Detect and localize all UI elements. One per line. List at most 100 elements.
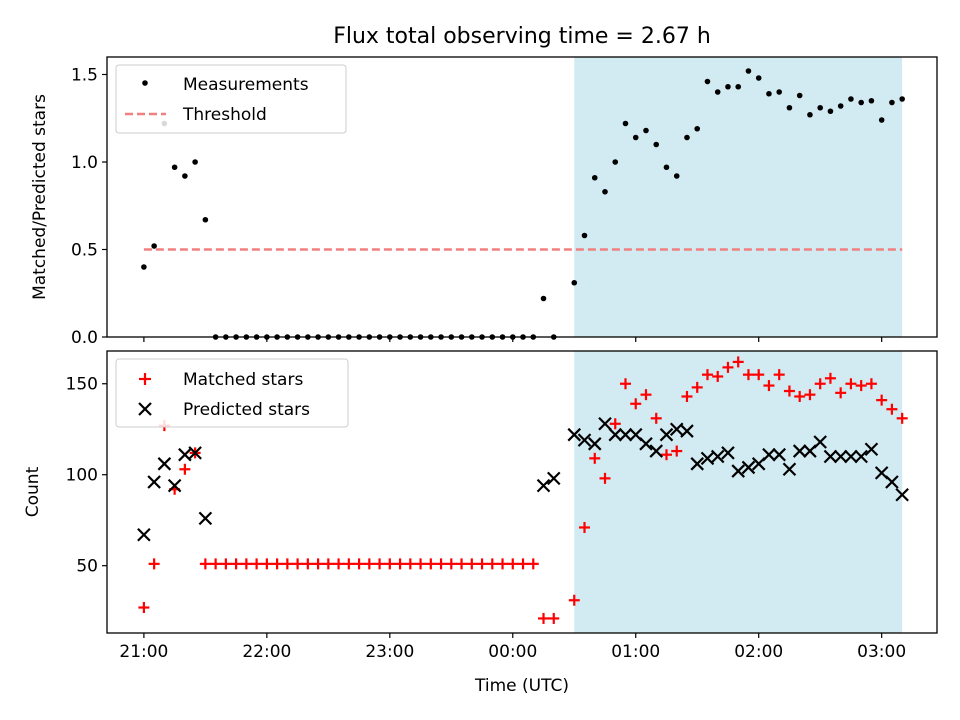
x-tick-label: 03:00 <box>857 642 906 662</box>
matched-stars-point <box>261 558 273 570</box>
predicted-stars-point <box>546 471 561 486</box>
matched-stars-point <box>435 558 447 570</box>
measurements-point <box>653 141 660 148</box>
measurements-point <box>704 78 711 85</box>
matched-stars-point <box>845 378 857 390</box>
matched-stars-point <box>722 361 734 373</box>
matched-stars-point <box>671 445 683 457</box>
observing-window <box>574 351 903 633</box>
predicted-stars-point <box>741 460 756 475</box>
matched-stars-point <box>281 558 293 570</box>
y-tick-label: 150 <box>66 375 98 395</box>
predicted-stars-point <box>167 478 182 493</box>
matched-stars-point <box>302 558 314 570</box>
matched-stars-point <box>660 449 672 461</box>
ratio-y-axis-label: Matched/Predicted stars <box>30 94 50 300</box>
measurements-point <box>745 68 752 74</box>
x-tick-label: 21:00 <box>119 642 168 662</box>
matched-stars-point <box>527 558 539 570</box>
count-x-ticks: 21:00 22:00 23:00 00:00 01:00 02:00 03:00 <box>119 633 906 662</box>
predicted-stars-point <box>157 457 172 471</box>
x-tick-label: 22:00 <box>242 642 291 662</box>
y-tick-label: 0.5 <box>71 241 98 261</box>
matched-stars-point <box>773 369 785 381</box>
matched-stars-point <box>876 394 888 406</box>
measurements-point <box>632 134 639 141</box>
measurements-point <box>796 92 803 99</box>
measurements-point <box>714 89 721 95</box>
count-y-axis-label: Count <box>23 466 43 517</box>
matched-stars-point <box>804 389 816 401</box>
measurements-point <box>889 99 895 106</box>
matched-stars-point <box>486 558 498 570</box>
matched-stars-point <box>363 558 375 570</box>
matched-stars-point <box>456 558 468 570</box>
y-tick-label: 100 <box>66 466 98 486</box>
predicted-stars-point <box>680 424 694 438</box>
predicted-stars-point <box>659 427 674 442</box>
matched-stars-point <box>404 558 416 570</box>
matched-stars-point <box>333 558 345 570</box>
ratio-legend: Measurements Threshold <box>115 64 347 134</box>
measurements-point <box>755 75 762 81</box>
legend-matched-marker <box>139 373 151 385</box>
y-tick-label: 1.5 <box>71 66 98 86</box>
measurements-point <box>817 104 823 111</box>
matched-stars-point <box>619 378 631 390</box>
matched-stars-point <box>589 452 601 464</box>
matched-stars-point <box>415 558 427 570</box>
measurements-point <box>182 173 188 179</box>
x-tick-label: 00:00 <box>488 642 537 662</box>
count-panel: 50 100 150 21:00 22:00 23:00 00:00 01:00 02:00 0… <box>23 350 938 696</box>
legend-predicted-marker <box>138 402 152 416</box>
measurements-point <box>141 264 147 270</box>
predicted-stars-point <box>823 449 838 464</box>
predicted-stars-point <box>608 427 623 442</box>
measurements-point <box>673 173 680 179</box>
count-legend: Matched stars Predicted stars <box>115 358 349 428</box>
measurements-point <box>766 90 772 97</box>
predicted-stars-point <box>833 449 848 464</box>
matched-stars-point <box>763 380 775 392</box>
matched-stars-point <box>640 389 652 401</box>
count-y-ticks: 50 100 150 <box>66 375 107 577</box>
measurements-point <box>202 216 209 223</box>
predicted-stars-point <box>895 487 909 502</box>
matched-stars-point <box>579 521 591 533</box>
y-tick-label: 0.0 <box>71 328 98 348</box>
matched-stars-point <box>732 356 744 368</box>
matched-stars-point <box>896 412 908 424</box>
matched-stars-point <box>394 558 406 570</box>
measurements-point <box>622 120 629 127</box>
predicted-stars-point <box>598 416 612 431</box>
ratio-x-ticks <box>143 337 883 342</box>
matched-stars-point <box>240 558 252 570</box>
predicted-stars-point <box>618 427 633 442</box>
predicted-stars-point <box>567 427 582 442</box>
predicted-stars-point <box>710 449 725 464</box>
matched-stars-point <box>691 381 703 393</box>
matched-stars-point <box>538 612 550 624</box>
measurements-point <box>735 83 742 90</box>
measurements-point <box>848 96 854 102</box>
observing-window <box>574 57 903 337</box>
matched-stars-point <box>343 558 355 570</box>
matched-stars-point <box>466 558 478 570</box>
measurements-point <box>612 159 619 165</box>
matched-stars-point <box>476 558 488 570</box>
matched-stars-point <box>753 369 765 381</box>
measurements-point <box>837 103 844 109</box>
matched-stars-point <box>681 390 693 402</box>
matched-stars-point <box>886 403 898 415</box>
observing-window-band <box>574 57 903 337</box>
matched-stars-point <box>712 370 724 382</box>
matched-stars-point <box>312 558 324 570</box>
predicted-stars-point <box>844 449 858 464</box>
matched-stars-point <box>497 558 509 570</box>
measurements-point <box>725 83 731 90</box>
ratio-axes-frame <box>106 56 938 338</box>
predicted-stars-point <box>700 451 715 466</box>
measurements-point <box>151 243 157 249</box>
matched-stars-point <box>374 558 386 570</box>
matched-stars-point <box>824 372 836 384</box>
